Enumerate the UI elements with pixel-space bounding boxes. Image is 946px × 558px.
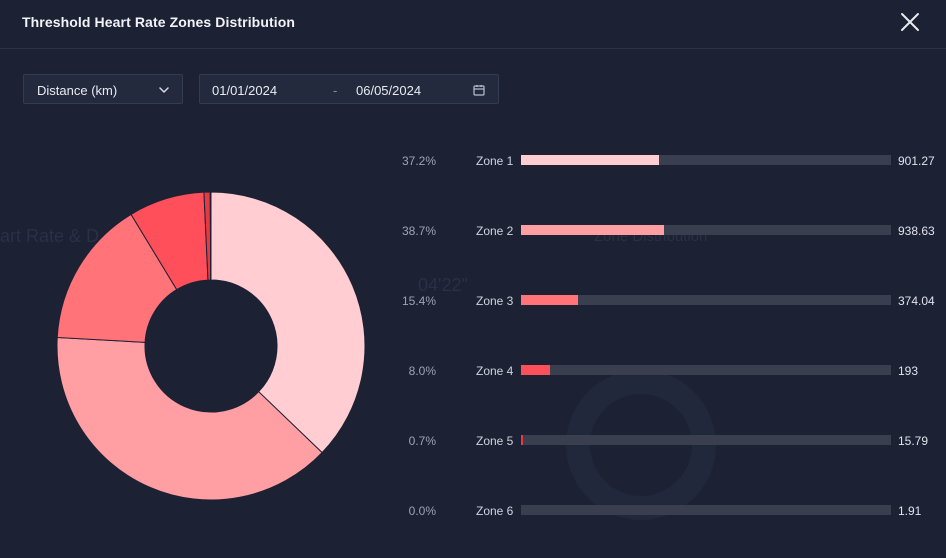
zone-value-5: 15.79 — [898, 434, 929, 448]
chevron-down-icon — [159, 87, 169, 93]
zone-label-3: Zone 3 — [476, 294, 514, 308]
zone-bar-track-6 — [521, 505, 891, 515]
calendar-icon[interactable] — [473, 84, 485, 96]
zone-bar-track-4 — [521, 365, 891, 375]
donut-slice-zone-3[interactable] — [56, 213, 178, 343]
zone-row-2[interactable]: 38.7% Zone 2 938.63 — [385, 221, 935, 241]
zone-value-1: 901.27 — [898, 154, 935, 168]
zone-percentage-1: 37.2% — [401, 154, 436, 168]
donut-slice-zone-1[interactable] — [210, 191, 366, 454]
donut-slice-zone-2[interactable] — [56, 336, 323, 501]
zone-bar-track-5 — [521, 435, 891, 445]
zone-label-1: Zone 1 — [476, 154, 514, 168]
zone-percentage-6: 0.0% — [408, 504, 436, 518]
close-button[interactable] — [900, 12, 920, 32]
date-end-input[interactable]: 06/05/2024 — [356, 83, 422, 98]
zone-bar-track-2 — [521, 225, 891, 235]
zone-value-3: 374.04 — [898, 294, 935, 308]
zone-row-4[interactable]: 8.0% Zone 4 193 — [385, 361, 919, 381]
zone-bar-fill-1 — [521, 155, 659, 165]
zone-label-4: Zone 4 — [476, 364, 514, 378]
zone-row-5[interactable]: 0.7% Zone 5 15.79 — [385, 431, 928, 451]
zone-distribution-donut-chart — [56, 191, 366, 501]
zone-label-6: Zone 6 — [476, 504, 514, 518]
zone-percentage-5: 0.7% — [408, 434, 436, 448]
zone-row-1[interactable]: 37.2% Zone 1 901.27 — [385, 151, 935, 171]
close-icon — [901, 13, 919, 31]
metric-select[interactable]: Distance (km) — [23, 74, 183, 104]
dialog-title: Threshold Heart Rate Zones Distribution — [22, 14, 296, 30]
date-range-separator: - — [333, 83, 338, 98]
zone-bar-fill-2 — [521, 225, 664, 235]
zone-value-4: 193 — [898, 364, 919, 378]
zone-label-5: Zone 5 — [476, 434, 514, 448]
zone-value-6: 1.91 — [898, 504, 922, 518]
zone-row-6[interactable]: 0.0% Zone 6 1.91 — [385, 501, 922, 521]
zone-percentage-4: 8.0% — [408, 364, 436, 378]
date-range-picker[interactable]: 01/01/2024 - 06/05/2024 — [199, 74, 499, 104]
dialog-header: Threshold Heart Rate Zones Distribution — [0, 0, 946, 49]
zone-bar-fill-3 — [521, 295, 578, 305]
zone-bar-fill-5 — [521, 435, 523, 445]
zone-bar-track-1 — [521, 155, 891, 165]
zone-bar-fill-4 — [521, 365, 550, 375]
date-start-input[interactable]: 01/01/2024 — [212, 83, 278, 98]
zone-label-2: Zone 2 — [476, 224, 514, 238]
donut-slice-zone-6[interactable] — [209, 191, 212, 281]
metric-select-value: Distance (km) — [37, 83, 118, 98]
zone-bar-track-3 — [521, 295, 891, 305]
zone-percentage-3: 15.4% — [401, 294, 436, 308]
zone-percentage-2: 38.7% — [401, 224, 436, 238]
zone-value-2: 938.63 — [898, 224, 935, 238]
zone-row-3[interactable]: 15.4% Zone 3 374.04 — [385, 291, 935, 311]
